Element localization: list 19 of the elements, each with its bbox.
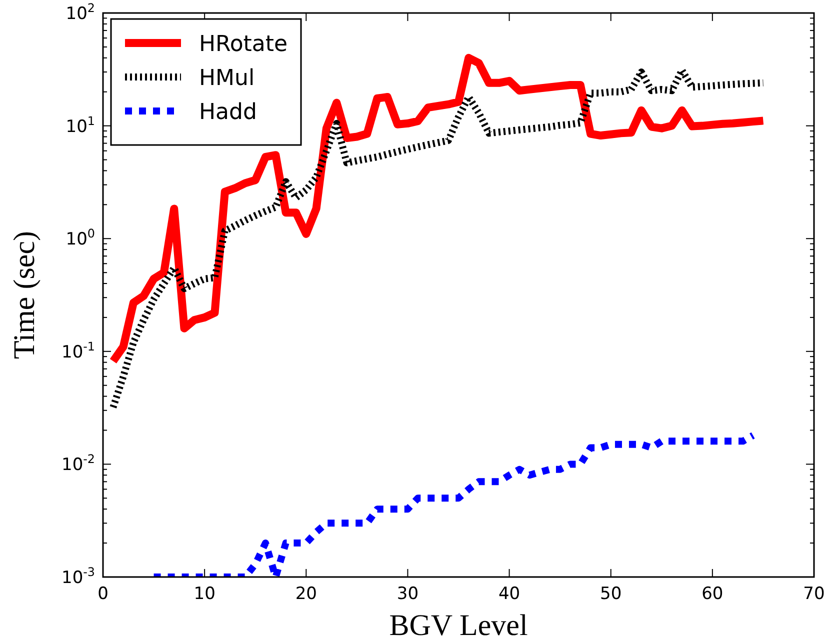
- x-axis-title: BGV Level: [389, 609, 528, 642]
- y-tick-label: 10$^{2}$: [66, 1, 95, 24]
- x-tick-label: 40: [498, 584, 520, 604]
- y-axis-title: Time (sec): [8, 230, 41, 360]
- x-tick-label: 20: [295, 584, 317, 604]
- x-tick-label: 60: [702, 584, 724, 604]
- x-tick-label: 30: [396, 584, 419, 604]
- legend-label: HRotate: [199, 32, 288, 57]
- y-tick-label: 10$^{1}$: [66, 114, 95, 137]
- y-tick-label: 10$^{-2}$: [62, 452, 95, 476]
- x-tick-label: 10: [194, 584, 216, 604]
- legend-label: HMul: [199, 66, 255, 91]
- x-tick-label: 50: [600, 584, 622, 604]
- y-tick-label: 10$^{-1}$: [62, 339, 95, 362]
- y-tick-label: 10$^{0}$: [66, 226, 95, 250]
- x-tick-label: 70: [803, 584, 825, 604]
- x-tick-label: 0: [98, 584, 108, 604]
- legend-label: Hadd: [199, 100, 257, 125]
- y-tick-label: 10$^{-3}$: [62, 565, 95, 588]
